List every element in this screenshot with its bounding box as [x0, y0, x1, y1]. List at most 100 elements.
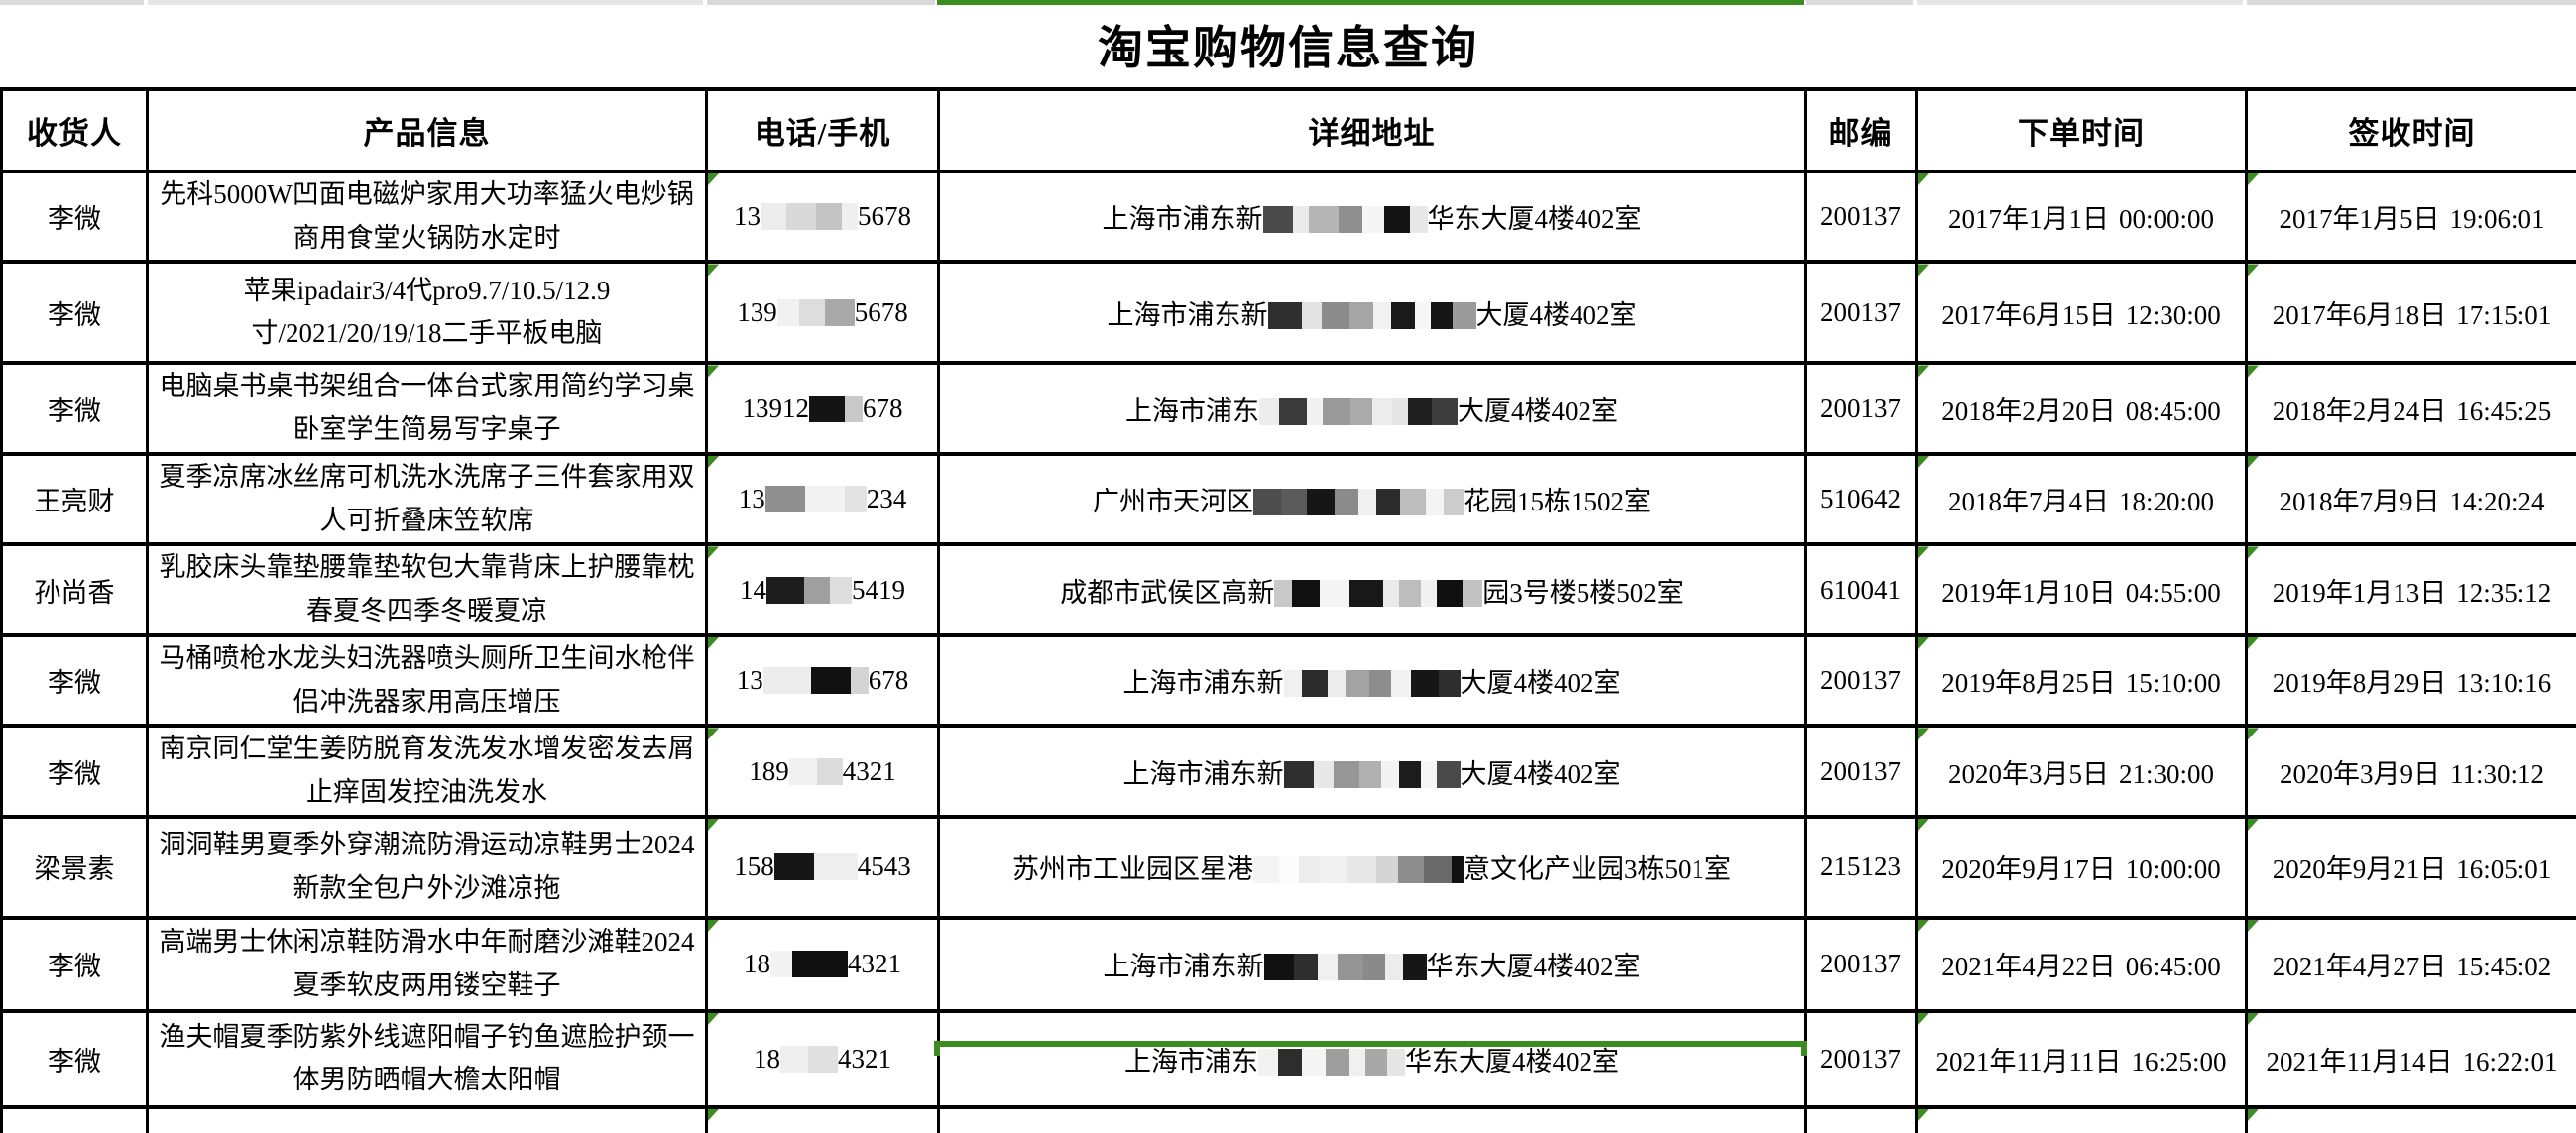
cell-address[interactable]: 上海市浦东新华东大厦4楼402室: [939, 171, 1806, 262]
visible-text: 上海市浦东新: [1108, 300, 1268, 330]
redaction-block: [1350, 398, 1372, 425]
cell-product-info[interactable]: 先科5000W凹面电磁炉家用大功率猛火电炒锅商用食堂火锅防水定时: [148, 171, 707, 262]
cell-postal-code[interactable]: 200137: [1806, 635, 1917, 726]
sign-date: 2017年6月18日: [2273, 300, 2447, 330]
cell-recipient[interactable]: 李微: [2, 363, 148, 453]
cell-address[interactable]: 上海市浦东华东大厦4楼402室: [939, 1011, 1806, 1107]
cell-address[interactable]: 上海市浦东新大厦4楼402室: [939, 262, 1806, 363]
cell-postal-code[interactable]: 610041: [1806, 544, 1917, 634]
redaction-block: [845, 486, 867, 512]
cell-recipient[interactable]: 李微: [2, 1011, 148, 1107]
column-header-phone[interactable]: 电话/手机: [707, 89, 939, 171]
cell-recipient[interactable]: 梁景素: [2, 817, 148, 918]
cell-address[interactable]: 广州市天河区花园15栋1502室: [939, 454, 1806, 544]
cell-recipient[interactable]: 孙尚香: [2, 544, 148, 634]
cell-product-info[interactable]: 渔夫帽夏季防紫外线遮阳帽子钓鱼遮脸护颈一体男防晒帽大檐太阳帽: [148, 1011, 707, 1107]
cell-product-info[interactable]: 乳胶床头靠垫腰靠垫软包大靠背床上护腰靠枕春夏冬四季冬暖夏凉: [148, 544, 707, 634]
cell-product-info[interactable]: 苹果ipadair3/4代pro9.7/10.5/12.9寸/2021/20/1…: [148, 262, 707, 363]
column-header-recipient[interactable]: 收货人: [2, 89, 148, 171]
cell-product-info[interactable]: 夏季凉席冰丝席可机洗水洗席子三件套家用双人可折叠床笠软席: [148, 454, 707, 544]
cell-postal-code[interactable]: 200137: [1806, 1011, 1917, 1107]
cell-postal-code[interactable]: 200137: [1806, 363, 1917, 453]
cell-recipient[interactable]: 李微: [2, 635, 148, 726]
cell-address[interactable]: 上海市浦东新大厦4楼402室: [939, 635, 1806, 726]
visible-text: 18: [744, 949, 770, 978]
cell-product-info[interactable]: 高端男士休闲凉鞋防滑水中年耐磨沙滩鞋2024夏季软皮两用镂空鞋子: [148, 918, 707, 1011]
cell-partial[interactable]: [1806, 1107, 1917, 1133]
visible-text: 华东大厦4楼402室: [1427, 952, 1641, 981]
cell-address[interactable]: 苏州市工业园区星港意文化产业园3栋501室: [939, 817, 1806, 918]
cell-address[interactable]: 成都市武侯区高新园3号楼5楼502室: [939, 544, 1806, 634]
redaction-block: [817, 758, 843, 785]
orders-table: 收货人产品信息电话/手机详细地址邮编下单时间签收时间 李微先科5000W凹面电磁…: [0, 87, 2576, 1133]
cell-postal-code[interactable]: 200137: [1806, 918, 1917, 1011]
redaction-block: [1381, 761, 1399, 788]
cell-address[interactable]: 上海市浦东新大厦4楼402室: [939, 726, 1806, 816]
cell-partial[interactable]: [707, 1107, 939, 1133]
topbar-segment: [937, 0, 1804, 5]
cell-postal-code[interactable]: 200137: [1806, 726, 1917, 816]
column-header-product[interactable]: 产品信息: [148, 89, 707, 171]
order-date: 2019年1月10日: [1941, 578, 2116, 608]
cell-product-info[interactable]: 电脑桌书桌书架组合一体台式家用简约学习桌卧室学生简易写字桌子: [148, 363, 707, 453]
cell-product-info[interactable]: 洞洞鞋男夏季外穿潮流防滑运动凉鞋男士2024新款全包户外沙滩凉拖: [148, 817, 707, 918]
column-header-order-time[interactable]: 下单时间: [1917, 89, 2247, 171]
topbar-segment: [707, 0, 935, 5]
cell-recipient[interactable]: 李微: [2, 171, 148, 262]
cell-partial[interactable]: [2, 1107, 148, 1133]
cell-recipient[interactable]: 王亮财: [2, 454, 148, 544]
cell-address[interactable]: 上海市浦东大厦4楼402室: [939, 363, 1806, 453]
cell-product-info[interactable]: 南京同仁堂生姜防脱育发洗发水增发密发去屑止痒固发控油洗发水: [148, 726, 707, 816]
cell-postal-code[interactable]: 200137: [1806, 262, 1917, 363]
cell-product-info[interactable]: 马桶喷枪水龙头妇洗器喷头厕所卫生间水枪伴侣冲洗器家用高压增压: [148, 635, 707, 726]
visible-text: 意文化产业园3栋501室: [1464, 854, 1731, 884]
cell-address[interactable]: 上海市浦东新华东大厦4楼402室: [939, 918, 1806, 1011]
column-header-sign-time[interactable]: 签收时间: [2247, 89, 2576, 171]
column-header-address[interactable]: 详细地址: [939, 89, 1806, 171]
column-header-postal[interactable]: 邮编: [1806, 89, 1917, 171]
cell-partial[interactable]: [1917, 1107, 2247, 1133]
cell-recipient[interactable]: 李微: [2, 726, 148, 816]
cell-partial[interactable]: [148, 1107, 707, 1133]
cell-recipient[interactable]: 李微: [2, 262, 148, 363]
cell-partial[interactable]: [939, 1107, 1806, 1133]
cell-postal-code[interactable]: 215123: [1806, 817, 1917, 918]
cell-recipient[interactable]: 李微: [2, 918, 148, 1011]
text-format-indicator-triangle-icon: [1918, 819, 1929, 831]
visible-text: 5678: [858, 201, 911, 231]
cell-postal-code[interactable]: 510642: [1806, 454, 1917, 544]
cell-postal-code[interactable]: 200137: [1806, 171, 1917, 262]
cell-partial[interactable]: [2247, 1107, 2576, 1133]
